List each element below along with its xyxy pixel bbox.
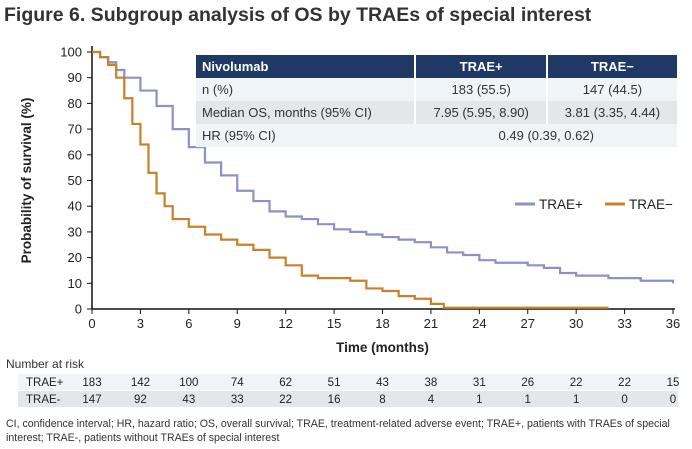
x-tick-label: 12 xyxy=(278,316,292,331)
row-label: Median OS, months (95% CI) xyxy=(196,101,416,124)
row-label: n (%) xyxy=(196,78,416,101)
y-tick-label: 90 xyxy=(68,70,82,85)
risk-value: 16 xyxy=(328,394,341,406)
x-tick-label: 15 xyxy=(327,316,341,331)
x-tick-label: 6 xyxy=(185,316,192,331)
risk-value: 22 xyxy=(618,377,631,389)
cell-trae-pos: 183 (55.5) xyxy=(414,78,547,101)
x-tick-label: 21 xyxy=(424,316,438,331)
y-tick-label: 20 xyxy=(68,250,82,265)
x-tick-label: 33 xyxy=(617,316,631,331)
risk-value: 183 xyxy=(82,377,101,389)
risk-value: 38 xyxy=(425,377,438,389)
y-tick-label: 50 xyxy=(68,173,82,188)
row-label: HR (95% CI) xyxy=(196,124,416,147)
header-nivolumab: Nivolumab xyxy=(196,55,416,78)
y-axis-label: Probability of survival (%) xyxy=(19,98,34,264)
x-axis-label: Time (months) xyxy=(336,340,429,355)
y-tick-label: 0 xyxy=(75,302,82,317)
risk-value: 26 xyxy=(521,377,534,389)
y-tick-label: 80 xyxy=(68,96,82,111)
header-trae-pos: TRAE+ xyxy=(414,55,547,78)
cell-hr: 0.49 (0.39, 0.62) xyxy=(415,124,677,147)
risk-value: 147 xyxy=(82,394,101,406)
legend-label: TRAE− xyxy=(629,197,673,212)
risk-value: 92 xyxy=(134,394,147,406)
risk-value: 33 xyxy=(231,394,244,406)
x-tick-label: 36 xyxy=(666,316,680,331)
risk-value: 62 xyxy=(279,377,292,389)
y-tick-label: 10 xyxy=(68,276,82,291)
km-curve-trae-pos xyxy=(92,50,675,284)
risk-value: 51 xyxy=(328,377,341,389)
cell-trae-pos: 7.95 (5.95, 8.90) xyxy=(414,101,547,124)
stats-row-median-os: Median OS, months (95% CI) 7.95 (5.95, 8… xyxy=(196,101,677,124)
stats-header-row: Nivolumab TRAE+ TRAE− xyxy=(196,55,677,78)
x-tick-label: 30 xyxy=(569,316,583,331)
risk-value: 1 xyxy=(476,394,482,406)
y-tick-label: 70 xyxy=(68,122,82,137)
risk-value: 0 xyxy=(670,394,676,406)
stats-table: Nivolumab TRAE+ TRAE− n (%) 183 (55.5) 1… xyxy=(196,55,677,147)
y-tick-label: 100 xyxy=(60,45,82,60)
risk-value: 4 xyxy=(428,394,435,406)
risk-value: 1 xyxy=(525,394,531,406)
risk-value: 1 xyxy=(573,394,579,406)
x-tick-label: 18 xyxy=(375,316,389,331)
risk-value: 31 xyxy=(473,377,486,389)
risk-table-title: Number at risk xyxy=(6,357,85,371)
x-tick-label: 9 xyxy=(234,316,241,331)
y-tick-label: 40 xyxy=(68,199,82,214)
x-tick-label: 24 xyxy=(472,316,486,331)
km-curve-trae-neg xyxy=(92,50,609,309)
stats-row-n: n (%) 183 (55.5) 147 (44.5) xyxy=(196,78,677,101)
risk-value: 142 xyxy=(131,377,150,389)
header-trae-neg: TRAE− xyxy=(545,55,677,78)
legend-label: TRAE+ xyxy=(539,197,583,212)
risk-value: 0 xyxy=(621,394,627,406)
x-tick-label: 0 xyxy=(88,316,95,331)
risk-value: 8 xyxy=(379,394,385,406)
risk-value: 74 xyxy=(231,377,244,389)
risk-value: 43 xyxy=(182,394,195,406)
risk-row-bg xyxy=(18,374,678,390)
y-tick-label: 30 xyxy=(68,224,82,239)
risk-value: 100 xyxy=(179,377,198,389)
cell-trae-neg: 147 (44.5) xyxy=(545,78,677,101)
risk-value: 15 xyxy=(667,377,680,389)
risk-value: 43 xyxy=(376,377,389,389)
risk-value: 22 xyxy=(279,394,292,406)
cell-trae-neg: 3.81 (3.35, 4.44) xyxy=(545,101,677,124)
figure-title: Figure 6. Subgroup analysis of OS by TRA… xyxy=(4,4,592,26)
risk-row-bg xyxy=(18,391,678,407)
footnote: CI, confidence interval; HR, hazard rati… xyxy=(6,418,670,444)
risk-value: 22 xyxy=(570,377,583,389)
risk-row-label: TRAE- xyxy=(26,394,61,406)
stats-row-hr: HR (95% CI) 0.49 (0.39, 0.62) xyxy=(196,124,677,147)
x-tick-label: 3 xyxy=(137,316,144,331)
x-tick-label: 27 xyxy=(521,316,535,331)
risk-row-label: TRAE+ xyxy=(26,377,64,389)
y-tick-label: 60 xyxy=(68,147,82,162)
